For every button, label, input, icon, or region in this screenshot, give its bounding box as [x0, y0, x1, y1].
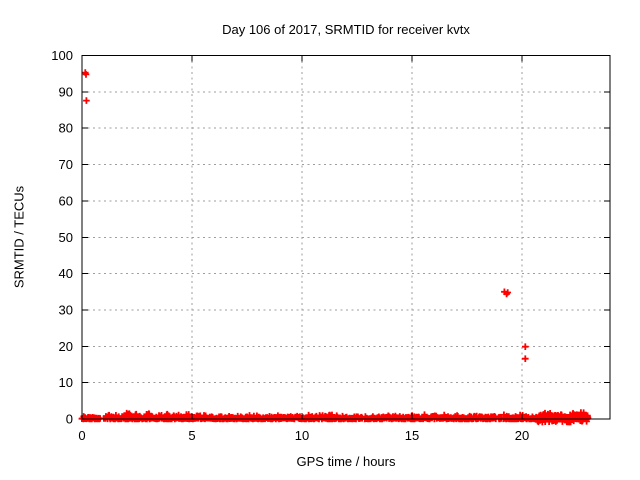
y-tick-label: 0 — [66, 412, 73, 427]
x-tick-label: 15 — [405, 428, 419, 443]
chart-title: Day 106 of 2017, SRMTID for receiver kvt… — [222, 22, 470, 37]
y-tick-label: 100 — [51, 48, 73, 63]
y-tick-label: 50 — [59, 230, 73, 245]
y-tick-label: 40 — [59, 266, 73, 281]
y-tick-label: 10 — [59, 375, 73, 390]
x-tick-label: 10 — [295, 428, 309, 443]
x-tick-label: 5 — [188, 428, 195, 443]
plot-frame — [81, 55, 611, 420]
y-tick-label: 70 — [59, 157, 73, 172]
data-points — [78, 69, 592, 426]
x-axis-label: GPS time / hours — [296, 454, 396, 469]
y-tick-labels: 0 10 20 30 40 50 60 70 80 90 100 — [51, 48, 73, 427]
x-tick-label: 0 — [78, 428, 85, 443]
y-tick-label: 20 — [59, 339, 73, 354]
y-tick-label: 30 — [59, 302, 73, 317]
x-tick-label: 20 — [515, 428, 529, 443]
y-tick-label: 90 — [59, 84, 73, 99]
y-tick-label: 80 — [59, 121, 73, 136]
y-tick-label: 60 — [59, 193, 73, 208]
x-tick-labels: 0 5 10 15 20 — [78, 428, 529, 443]
grid-lines — [82, 55, 610, 419]
